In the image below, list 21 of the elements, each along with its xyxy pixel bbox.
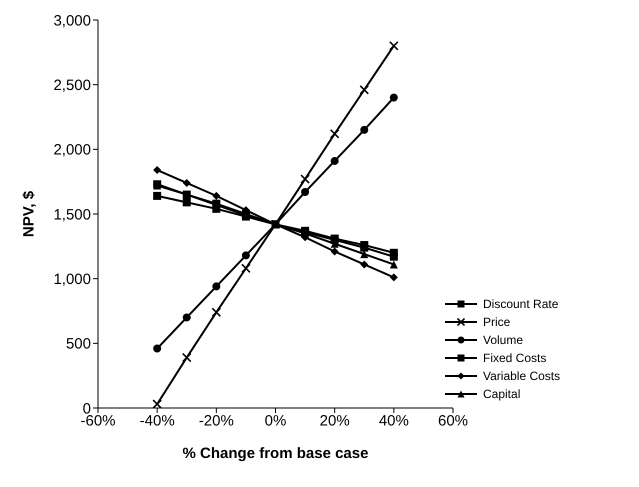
legend-label: Fixed Costs [483, 351, 546, 365]
x-tick-label: 20% [320, 412, 350, 430]
y-tick-label: 2,500 [53, 76, 91, 94]
legend-label: Capital [483, 387, 520, 401]
x-tick-label: -20% [198, 412, 234, 430]
y-axis-title: NPV, $ [20, 190, 38, 238]
x-tick-label: -60% [80, 412, 116, 430]
x-tick-label: 40% [378, 412, 409, 430]
legend-label: Discount Rate [483, 297, 558, 311]
legend-label: Variable Costs [483, 369, 560, 383]
legend-label: Volume [483, 333, 524, 347]
y-tick-label: 1,500 [53, 206, 91, 224]
y-tick-label: 2,000 [53, 142, 91, 159]
x-tick-label: 0% [264, 412, 286, 430]
legend-label: Price [483, 315, 510, 329]
y-tick-label: 500 [66, 336, 91, 353]
y-tick-label: 3,000 [53, 12, 91, 30]
x-tick-label: -40% [140, 412, 175, 430]
x-axis-title: % Change from base case [182, 445, 368, 462]
x-tick-label: 60% [438, 412, 468, 430]
y-tick-label: 1,000 [53, 270, 91, 288]
